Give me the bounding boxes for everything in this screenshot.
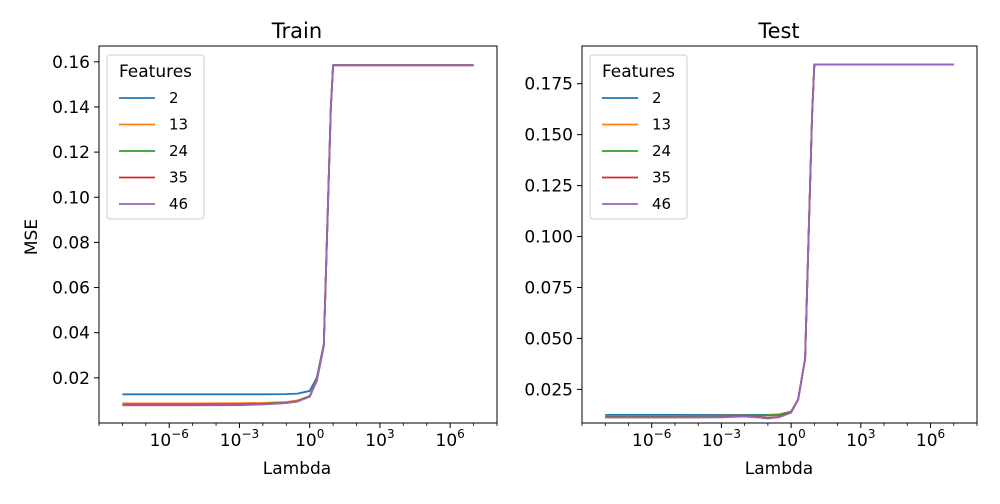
train-axes-frame: [98, 45, 498, 424]
test-y-tick-label: 0.100: [524, 228, 573, 248]
test-legend-label-35: 35: [652, 169, 671, 187]
train-series-lines: [122, 64, 474, 407]
train-legend-title: Features: [119, 62, 192, 82]
train-title: Train: [271, 19, 322, 43]
train-y-axis-label: MSE: [22, 219, 42, 255]
train-y-tick-label: 0.12: [52, 143, 90, 163]
test-y-tick-label: 0.050: [524, 329, 573, 349]
train-legend-label-24: 24: [169, 142, 188, 160]
train-legend-label-2: 2: [169, 89, 179, 107]
test-legend-label-13: 13: [652, 116, 671, 134]
test-series-line-46: [605, 63, 954, 420]
test-y-tick-label: 0.175: [524, 75, 573, 95]
train-x-axis-label: Lambda: [263, 459, 331, 479]
test-title: Test: [757, 19, 799, 43]
test-series-lines: [605, 63, 954, 420]
test-legend-label-2: 2: [652, 89, 662, 107]
train-legend: Features 2 13 24 35 46: [106, 54, 205, 220]
test-y-tick-label: 0.025: [524, 380, 573, 400]
train-x-tick-label: 106: [436, 427, 465, 451]
train-series-line-46: [122, 64, 474, 407]
train-legend-label-13: 13: [169, 116, 188, 134]
test-y-tick-label: 0.125: [524, 177, 573, 197]
train-legend-label-35: 35: [169, 169, 188, 187]
test-legend-label-24: 24: [652, 142, 671, 160]
train-y-tick-label: 0.02: [52, 369, 90, 389]
train-y-tick-label: 0.16: [52, 53, 90, 73]
test-legend-label-46: 46: [652, 195, 671, 213]
train-y-tick-label: 0.04: [52, 324, 90, 344]
test-y-tick-label: 0.075: [524, 278, 573, 298]
train-y-tick-label: 0.14: [52, 98, 90, 118]
train-panel: Train Lambda MSE 0.02 0.04 0.06 0.08 0.10 0.1…: [22, 19, 498, 479]
test-panel: Test Lambda 0.025 0.050 0.075 0.100 0.125 0.1…: [524, 19, 978, 479]
test-legend: Features 2 13 24 35 46: [589, 54, 688, 220]
train-y-tick-label: 0.06: [52, 279, 90, 299]
train-y-tick-label: 0.10: [52, 188, 90, 208]
train-legend-label-46: 46: [169, 195, 188, 213]
test-x-axis-label: Lambda: [745, 459, 813, 479]
test-axes-frame: [581, 45, 978, 424]
train-y-tick-label: 0.08: [52, 233, 90, 253]
test-y-tick-label: 0.150: [524, 126, 573, 146]
test-legend-title: Features: [602, 62, 675, 82]
